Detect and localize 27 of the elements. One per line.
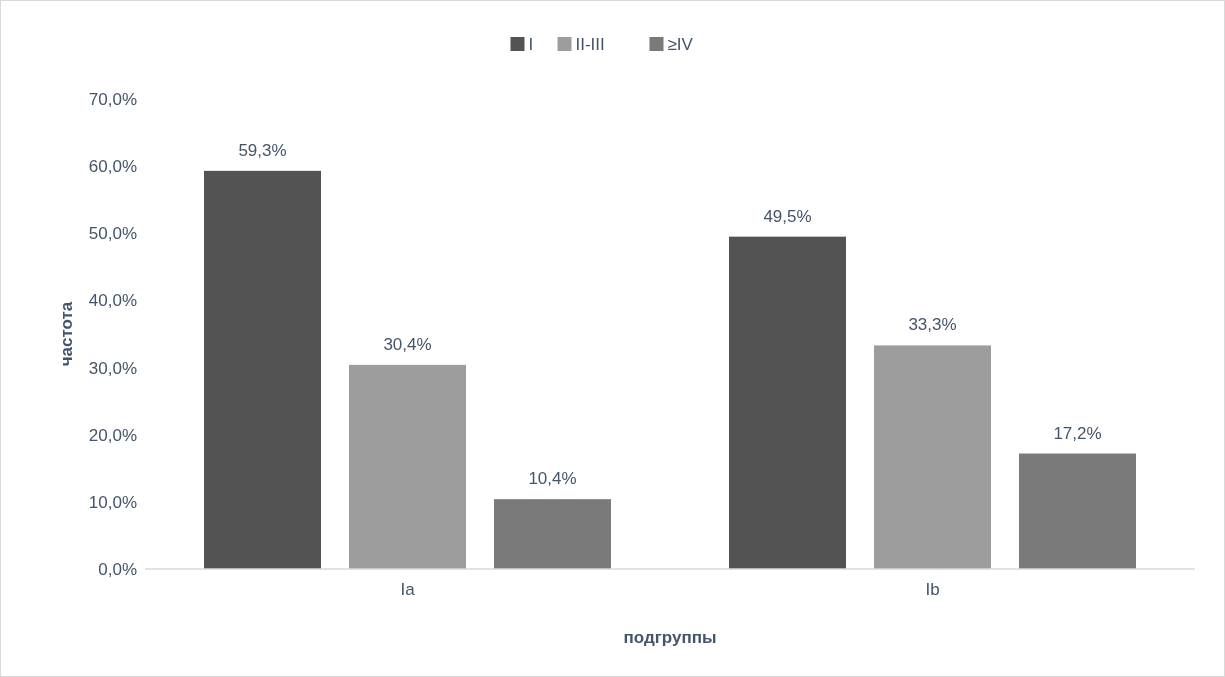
bar	[494, 499, 611, 569]
y-tick-label: 40,0%	[88, 291, 137, 311]
y-tick-label: 20,0%	[88, 425, 137, 445]
bar	[349, 364, 466, 569]
data-label: 17,2%	[1053, 423, 1102, 443]
legend-label: II-III	[575, 34, 605, 54]
x-tick-label: Ib	[925, 580, 940, 599]
y-tick-label: 10,0%	[88, 492, 137, 512]
y-tick-label: 30,0%	[88, 358, 137, 378]
legend-label: I	[528, 34, 534, 54]
y-tick-label: 0,0%	[98, 559, 137, 579]
bar	[1019, 453, 1136, 569]
y-tick-label: 60,0%	[88, 157, 137, 177]
legend-label: ≥IV	[667, 34, 694, 54]
x-axis-title: подгруппы	[623, 628, 717, 647]
y-axis-title: частота	[57, 301, 76, 367]
data-label: 10,4%	[528, 469, 577, 489]
bar	[874, 345, 991, 569]
y-tick-label: 70,0%	[88, 89, 137, 109]
x-tick-label: Ia	[400, 580, 416, 599]
data-label: 30,4%	[383, 334, 432, 354]
data-label: 49,5%	[763, 206, 812, 226]
data-label: 33,3%	[908, 315, 957, 335]
data-label: 59,3%	[238, 140, 287, 160]
bar	[204, 170, 321, 569]
bar	[729, 236, 846, 569]
y-tick-label: 50,0%	[88, 224, 137, 244]
